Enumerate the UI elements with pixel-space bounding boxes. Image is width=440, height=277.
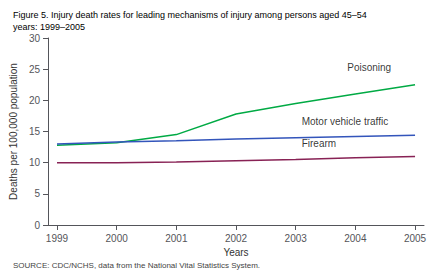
svg-text:2004: 2004: [344, 233, 367, 244]
svg-text:2000: 2000: [106, 233, 129, 244]
svg-text:0: 0: [34, 220, 40, 231]
svg-text:30: 30: [29, 33, 41, 44]
svg-text:Figure 5. Injury death rates f: Figure 5. Injury death rates for leading…: [13, 10, 367, 20]
svg-text:5: 5: [34, 188, 40, 199]
svg-text:1999: 1999: [46, 233, 69, 244]
svg-text:25: 25: [29, 64, 41, 75]
svg-text:2003: 2003: [285, 233, 308, 244]
svg-text:Poisoning: Poisoning: [347, 62, 391, 73]
svg-text:Years: Years: [223, 247, 248, 258]
svg-text:2005: 2005: [404, 233, 427, 244]
svg-text:2002: 2002: [225, 233, 248, 244]
svg-text:15: 15: [29, 126, 41, 137]
svg-text:Deaths per 100,000 population: Deaths per 100,000 population: [8, 63, 19, 200]
svg-text:Firearm: Firearm: [302, 138, 336, 149]
svg-text:2001: 2001: [165, 233, 188, 244]
svg-text:Motor vehicle traffic: Motor vehicle traffic: [302, 116, 389, 127]
svg-text:SOURCE: CDC/NCHS, data from th: SOURCE: CDC/NCHS, data from the National…: [13, 261, 260, 270]
svg-text:20: 20: [29, 95, 41, 106]
svg-text:10: 10: [29, 157, 41, 168]
svg-text:years: 1999–2005: years: 1999–2005: [13, 22, 85, 32]
